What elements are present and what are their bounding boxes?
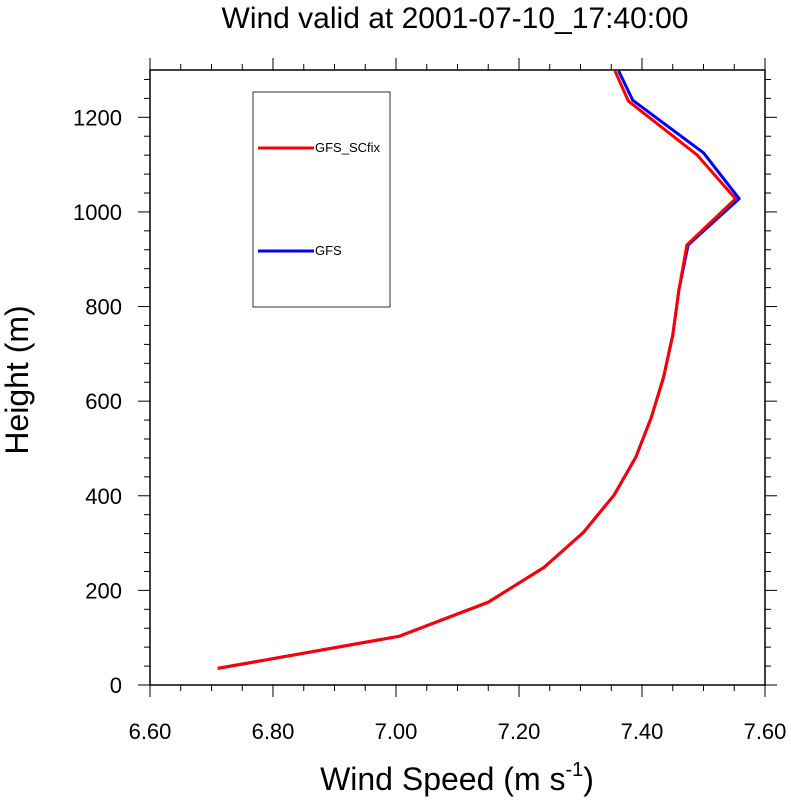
- x-axis-label-superscript: -1: [565, 759, 583, 781]
- y-tick-label: 200: [85, 578, 122, 603]
- x-tick-label: 6.80: [252, 719, 295, 744]
- plot-frame: [149, 69, 766, 686]
- x-tick-label: 7.00: [375, 719, 418, 744]
- legend-label-gfs-scfix: GFS_SCfix: [315, 140, 381, 155]
- x-axis-label: Wind Speed (m s-1): [320, 759, 594, 797]
- y-tick-label: 800: [85, 295, 122, 320]
- x-axis-label-main: Wind Speed (m s: [320, 761, 565, 797]
- y-tick-label: 1000: [73, 200, 122, 225]
- x-tick-label: 7.40: [621, 719, 664, 744]
- series-line-gfs-scfix: [217, 70, 737, 670]
- y-tick-label: 1200: [73, 105, 122, 130]
- x-tick-label: 7.60: [744, 719, 787, 744]
- y-tick-label: 400: [85, 484, 122, 509]
- legend-label-gfs: GFS: [315, 243, 342, 258]
- y-axis-label: Height (m): [0, 305, 35, 454]
- series-line-gfs: [217, 70, 741, 670]
- axis-tick-labels: 6.60 6.80 7.00 7.20 7.40 7.60 0 200 400 600 800 100…: [73, 105, 786, 744]
- chart-title: Wind valid at 2001-07-10_17:40:00: [222, 2, 689, 35]
- y-tick-label: 0: [110, 673, 122, 698]
- axis-ticks: [138, 58, 777, 697]
- y-tick-label: 600: [85, 389, 122, 414]
- x-axis-label-close: ): [583, 761, 594, 797]
- legend: GFS_SCfix GFS: [252, 91, 391, 308]
- legend-box: [252, 91, 391, 308]
- series-lines: [217, 70, 741, 670]
- x-tick-label: 7.20: [498, 719, 541, 744]
- x-tick-label: 6.60: [129, 719, 172, 744]
